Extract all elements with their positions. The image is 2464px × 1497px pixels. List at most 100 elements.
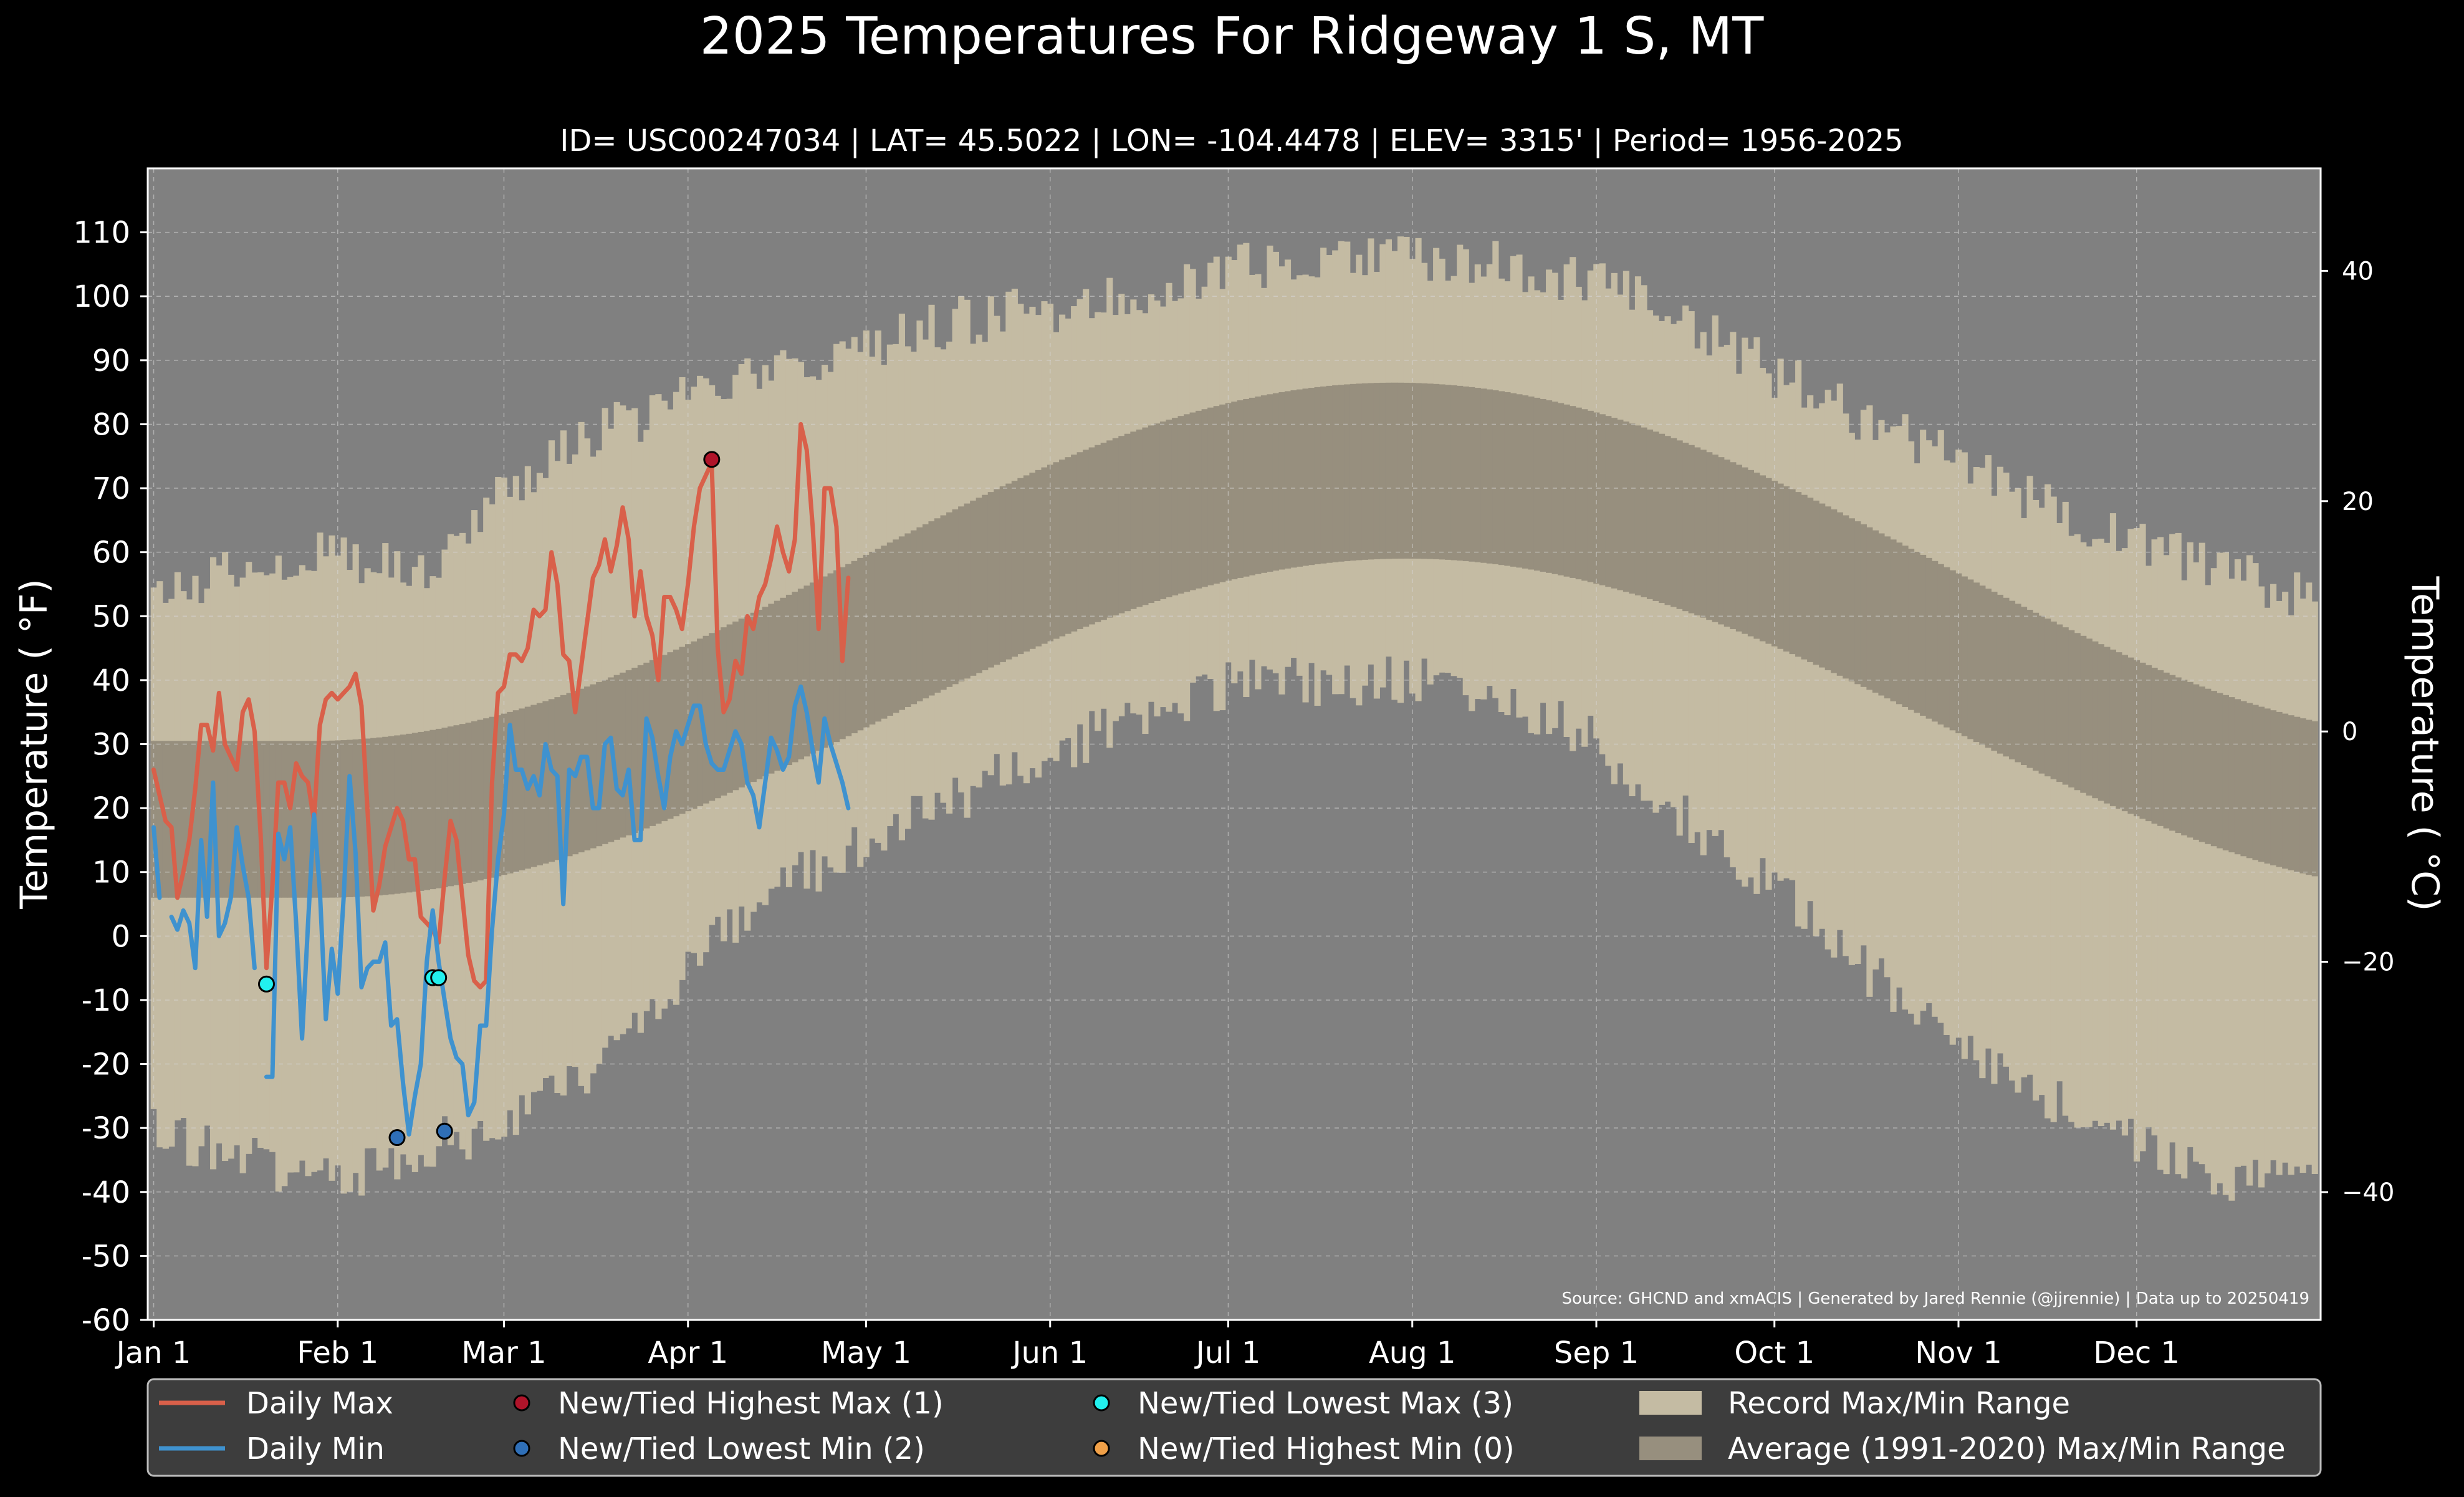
- normal-range-bars: [150, 382, 2318, 898]
- normal-range-bar: [400, 734, 406, 893]
- y-tick-label-left: 90: [92, 344, 130, 378]
- normal-range-bar: [293, 741, 300, 898]
- legend-box: [146, 1378, 2322, 1477]
- normal-range-bar: [269, 741, 276, 898]
- normal-range-bar: [999, 486, 1006, 662]
- normal-range-bar: [1249, 397, 1255, 575]
- normal-range-bar: [946, 512, 953, 687]
- normal-range-bar: [970, 500, 977, 676]
- normal-range-bar: [2228, 697, 2235, 853]
- normal-range-bar: [1130, 431, 1137, 609]
- normal-range-bar: [1914, 551, 1920, 713]
- legend-item: Daily Max: [159, 1386, 393, 1421]
- normal-range-bar: [1522, 395, 1529, 569]
- normal-range-bar: [1991, 592, 1998, 751]
- record-range-bar: [2157, 537, 2164, 1170]
- normal-range-bar: [952, 509, 959, 685]
- y-tick-label-left: 80: [92, 407, 130, 442]
- normal-range-bar: [2288, 715, 2294, 870]
- normal-range-bar: [815, 579, 822, 751]
- normal-range-bar: [934, 518, 941, 693]
- normal-range-bar: [317, 741, 324, 898]
- normal-range-bar: [358, 739, 365, 897]
- normal-range-bar: [234, 741, 241, 898]
- normal-range-bar: [1925, 557, 1932, 719]
- normal-range-bar: [418, 731, 424, 891]
- normal-range-bar: [1053, 462, 1060, 639]
- normal-range-bar: [1184, 414, 1191, 592]
- normal-range-bar: [1480, 388, 1487, 563]
- normal-range-bar: [1450, 385, 1457, 561]
- normal-range-bar: [2258, 706, 2265, 862]
- normal-range-bar: [1878, 533, 1885, 696]
- record-range-bar: [2003, 473, 2010, 1067]
- record-marker: [388, 1129, 406, 1147]
- normal-range-bar: [2246, 703, 2253, 859]
- normal-range-bar: [263, 741, 270, 898]
- normal-range-bar: [180, 741, 187, 898]
- normal-range-bar: [1932, 561, 1939, 722]
- normal-range-bar: [150, 741, 157, 898]
- normal-range-bar: [667, 652, 674, 819]
- record-marker: [436, 1122, 453, 1140]
- normal-range-bar: [2217, 693, 2223, 849]
- legend-item: New/Tied Highest Max (1): [513, 1386, 944, 1421]
- normal-range-bar: [512, 710, 519, 872]
- normal-range-bar: [1166, 420, 1172, 597]
- record-range-bar: [1854, 440, 1861, 965]
- normal-range-bar: [548, 699, 555, 862]
- record-range-bar: [1831, 400, 1838, 958]
- normal-range-bar: [732, 621, 739, 791]
- record-range-bar: [2139, 524, 2146, 1152]
- x-tick-label: Feb 1: [297, 1336, 378, 1370]
- normal-range-bar: [1231, 402, 1238, 580]
- normal-range-bar: [1753, 473, 1760, 639]
- x-tick-label: Sep 1: [1554, 1336, 1639, 1370]
- record-range-bar: [1908, 441, 1915, 1014]
- normal-range-bar: [1884, 536, 1891, 699]
- record-range-bar: [1848, 433, 1855, 965]
- legend-label: New/Tied Lowest Min (2): [558, 1432, 925, 1466]
- y-tick-label-right: 40: [2342, 257, 2374, 286]
- normal-range-bar: [1361, 383, 1368, 560]
- normal-range-bar: [382, 736, 389, 895]
- legend-item: Record Max/Min Range: [1639, 1386, 2070, 1421]
- normal-range-bar: [459, 724, 466, 884]
- record-markers: [257, 451, 721, 1147]
- normal-range-bar: [1866, 527, 1873, 690]
- normal-range-bar: [2003, 597, 2010, 757]
- normal-range-bar: [987, 492, 994, 668]
- normal-range-bar: [2294, 716, 2301, 872]
- normal-range-bar: [910, 530, 918, 705]
- normal-range-bar: [1391, 382, 1398, 559]
- normal-range-bar: [1599, 414, 1606, 585]
- record-range-bar: [2222, 552, 2229, 1195]
- normal-range-bar: [2145, 665, 2152, 822]
- normal-range-bar: [1462, 386, 1469, 561]
- normal-range-bar: [1718, 457, 1725, 625]
- record-marker: [703, 451, 721, 468]
- normal-range-bar: [1546, 400, 1553, 573]
- normal-range-bar: [1237, 400, 1244, 578]
- normal-range-bar: [507, 711, 514, 874]
- record-range-bar: [1896, 426, 1903, 988]
- normal-range-bar: [1843, 515, 1849, 679]
- y-axis-left: -60 -50 -40 -30 -20 -10 0 10 20 30 40 50 60 70 80 90 100…: [73, 216, 148, 1338]
- normal-range-bar: [827, 573, 834, 745]
- data-series: [151, 421, 851, 1137]
- record-range-bar: [1985, 455, 1992, 1049]
- normal-range-bar: [1510, 393, 1517, 567]
- normal-range-bar: [780, 597, 787, 768]
- normal-range-bar: [2062, 627, 2069, 785]
- normal-range-bar: [2139, 662, 2146, 819]
- record-range-bar: [2116, 551, 2122, 1121]
- normal-range-bar: [1368, 383, 1374, 560]
- normal-range-bar: [590, 684, 597, 849]
- normal-range-bar: [1504, 392, 1511, 566]
- normal-range-bar: [2163, 672, 2170, 829]
- normal-range-bar: [1457, 385, 1464, 561]
- normal-range-bar: [1142, 427, 1149, 605]
- normal-range-bar: [1118, 436, 1125, 614]
- normal-range-bar: [1177, 416, 1184, 594]
- normal-range-bar: [1908, 549, 1915, 710]
